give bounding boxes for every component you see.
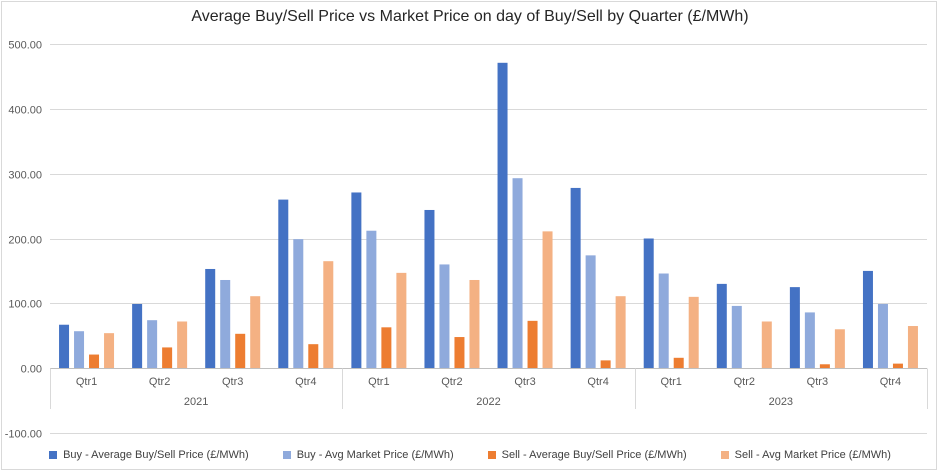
bar — [542, 231, 553, 369]
bar — [877, 303, 888, 369]
year-label: 2021 — [184, 396, 208, 408]
bar — [381, 327, 392, 369]
legend-swatch — [49, 451, 58, 459]
bar — [278, 199, 289, 369]
legend-item: Buy - Avg Market Price (£/MWh) — [282, 449, 454, 461]
bar — [220, 279, 231, 369]
x-tick-label: Qtr2 — [734, 376, 755, 388]
bar — [527, 320, 538, 369]
legend-item: Buy - Average Buy/Sell Price (£/MWh) — [49, 449, 249, 461]
bar — [761, 321, 772, 369]
x-tick-label: Qtr3 — [514, 376, 535, 388]
bar — [424, 209, 435, 369]
bar — [643, 238, 654, 369]
x-tick-label: Qtr1 — [76, 376, 97, 388]
bar — [147, 320, 158, 369]
bar — [454, 337, 465, 369]
bar — [600, 360, 611, 369]
legend-label: Sell - Avg Market Price (£/MWh) — [734, 449, 891, 461]
y-tick-label: 400.00 — [8, 105, 42, 117]
chart-legend: Buy - Average Buy/Sell Price (£/MWh) Buy … — [0, 449, 940, 461]
bar — [907, 326, 918, 369]
y-tick-label: 0.00 — [21, 364, 42, 376]
bar — [658, 273, 669, 369]
bar — [323, 261, 334, 369]
bar — [512, 178, 523, 369]
bar — [104, 333, 115, 369]
bar — [177, 321, 188, 369]
legend-swatch — [487, 451, 496, 459]
bar — [293, 239, 304, 369]
legend-item: Sell - Avg Market Price (£/MWh) — [720, 449, 891, 461]
bar — [469, 279, 480, 369]
legend-label: Buy - Average Buy/Sell Price (£/MWh) — [63, 449, 249, 461]
bar — [585, 255, 596, 369]
bar — [396, 272, 407, 369]
bar — [789, 287, 800, 369]
year-label: 2023 — [769, 396, 793, 408]
x-tick-label: Qtr3 — [222, 376, 243, 388]
x-tick-label: Qtr4 — [587, 376, 608, 388]
legend-swatch — [282, 451, 291, 459]
y-tick-label: 200.00 — [8, 235, 42, 247]
bar — [862, 270, 873, 369]
bar — [688, 296, 699, 369]
legend-label: Sell - Average Buy/Sell Price (£/MWh) — [501, 449, 687, 461]
x-tick-label: Qtr1 — [368, 376, 389, 388]
y-tick-label: 500.00 — [8, 40, 42, 52]
bar — [673, 357, 684, 369]
bar — [731, 305, 742, 369]
bar — [132, 303, 143, 369]
legend-swatch — [720, 451, 729, 459]
bar — [235, 333, 246, 369]
bar — [250, 296, 261, 369]
x-tick-label: Qtr4 — [295, 376, 316, 388]
legend-label: Buy - Avg Market Price (£/MWh) — [296, 449, 454, 461]
bar — [892, 363, 903, 369]
x-tick-label: Qtr4 — [880, 376, 901, 388]
x-tick-label: Qtr1 — [661, 376, 682, 388]
bar — [162, 347, 173, 369]
bar — [804, 312, 815, 369]
bar — [366, 230, 377, 369]
bar — [74, 331, 85, 369]
bar — [205, 268, 216, 369]
bar — [834, 329, 845, 369]
y-tick-label: -100.00 — [5, 429, 42, 441]
bar — [570, 187, 581, 369]
x-tick-label: Qtr3 — [807, 376, 828, 388]
x-tick-label: Qtr2 — [441, 376, 462, 388]
bar — [615, 296, 626, 369]
bar — [351, 192, 362, 369]
bar — [497, 62, 508, 369]
bar — [89, 354, 100, 369]
year-label: 2022 — [476, 396, 500, 408]
bar — [308, 344, 319, 369]
bar — [439, 264, 450, 369]
bar — [59, 324, 70, 369]
y-tick-label: 100.00 — [8, 299, 42, 311]
x-tick-label: Qtr2 — [149, 376, 170, 388]
chart-title: Average Buy/Sell Price vs Market Price o… — [191, 8, 749, 25]
legend-item: Sell - Average Buy/Sell Price (£/MWh) — [487, 449, 687, 461]
bar — [716, 283, 727, 369]
bar — [819, 364, 830, 369]
y-tick-label: 300.00 — [8, 170, 42, 182]
